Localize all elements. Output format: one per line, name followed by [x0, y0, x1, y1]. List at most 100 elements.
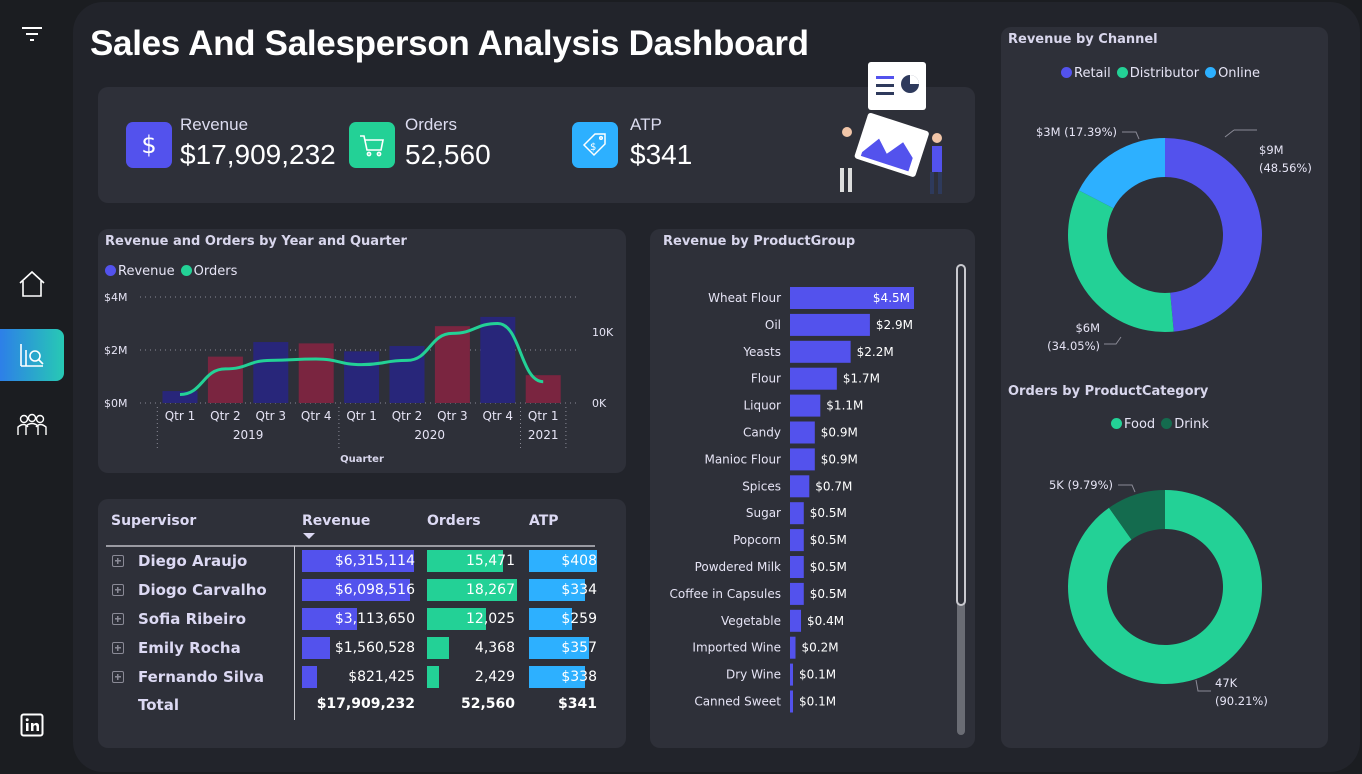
revenue-bar [253, 342, 289, 403]
legend-item-food[interactable]: Food [1111, 417, 1155, 432]
legend-item-online[interactable]: Online [1205, 66, 1260, 81]
atp-databar [529, 550, 597, 572]
leader-line [1195, 679, 1211, 692]
product-bar [790, 313, 870, 336]
category-label: Oil [765, 318, 781, 332]
combo-chart: $0M $2M $4M 0K 10K Qtr 1 Qtr 2 Qtr 3 Qtr 4 Qtr 1 Q… [104, 291, 614, 465]
expand-icon[interactable] [112, 584, 124, 596]
column-header-orders[interactable]: Orders [427, 513, 481, 529]
slice-label: 5K (9.79%) [1049, 478, 1113, 492]
orders-databar [427, 608, 487, 630]
year-label: 2021 [528, 428, 559, 442]
y-tick-label: $4M [104, 291, 128, 304]
home-icon[interactable] [0, 268, 64, 300]
scrollbar-thumb[interactable] [956, 264, 966, 606]
atp-databar [529, 579, 585, 601]
expand-icon[interactable] [112, 642, 124, 654]
product-bar [790, 609, 802, 632]
expand-icon[interactable] [112, 555, 124, 567]
total-atp: $341 [558, 696, 597, 712]
kpi-value: $17,909,232 [180, 139, 336, 170]
donut-slice-food [1068, 490, 1262, 684]
data-label: $0.9M [821, 452, 858, 466]
product-bar [790, 636, 796, 659]
supervisor-name: Emily Rocha [138, 639, 241, 657]
product-group-card: Revenue by ProductGroup Wheat Flour $4.5M… [650, 229, 975, 748]
product-bar [790, 529, 804, 552]
y-tick-label: $0M [104, 397, 128, 410]
kpi-label: Orders [405, 115, 457, 134]
data-label: $0.9M [821, 426, 858, 440]
slice-label: (90.21%) [1215, 694, 1268, 708]
data-label: $0.1M [799, 668, 836, 682]
legend-dot [105, 265, 116, 276]
atp-databar [529, 637, 589, 659]
legend-label: Revenue [118, 264, 175, 279]
kpi-value: 52,560 [405, 139, 491, 170]
donut-slice-online [1078, 138, 1165, 209]
expand-icon[interactable] [112, 671, 124, 683]
leader-line [1104, 336, 1122, 345]
kpi-value: $341 [630, 139, 693, 170]
chart-legend: Revenue Orders [105, 264, 237, 279]
analytics-icon[interactable] [0, 329, 64, 381]
column-header-revenue[interactable]: Revenue [302, 513, 371, 529]
svg-text:$: $ [590, 142, 596, 153]
donut-slice-retail [1165, 138, 1262, 332]
revenue-cell: $821,425 [348, 669, 415, 685]
supervisor-name: Diego Araujo [138, 552, 248, 570]
column-header-atp[interactable]: ATP [529, 513, 559, 529]
revenue-databar [302, 608, 358, 630]
x-tick-label: Qtr 1 [165, 409, 196, 423]
filter-icon[interactable] [0, 22, 64, 46]
category-label: Spices [742, 479, 781, 493]
legend-item-distributor[interactable]: Distributor [1116, 66, 1200, 81]
legend-item-retail[interactable]: Retail [1061, 66, 1111, 81]
presentation-illustration [840, 62, 942, 194]
orders-databar [427, 579, 517, 601]
supervisor-table: Supervisor Revenue Orders ATP Diego Araujo $6… [98, 499, 626, 748]
orders-cell: 2,429 [474, 669, 515, 685]
product-bar [790, 448, 815, 471]
linkedin-icon[interactable] [0, 712, 64, 738]
revenue-databar [302, 666, 317, 688]
expand-icon[interactable] [112, 613, 124, 625]
y2-tick-label: 0K [592, 397, 607, 410]
people-icon[interactable] [0, 410, 64, 440]
x-tick-label: Qtr 2 [392, 409, 423, 423]
data-label: $0.5M [810, 506, 847, 520]
revenue-bar [162, 391, 198, 403]
product-bar-chart: Wheat Flour $4.5M Oil $2.9M Yeasts $2.2M Flour… [670, 287, 914, 713]
column-header-supervisor[interactable]: Supervisor [111, 513, 197, 529]
legend-label: Distributor [1129, 66, 1200, 81]
kpi-label: Revenue [180, 115, 249, 134]
slice-label: 47K [1215, 676, 1238, 690]
category-label: Canned Sweet [694, 695, 781, 709]
product-bar [790, 394, 821, 417]
category-label: Flour [751, 372, 781, 386]
revenue-databar [302, 550, 414, 572]
revenue-bar [298, 343, 334, 403]
x-tick-label: Qtr 3 [256, 409, 287, 423]
legend-label: Orders [193, 264, 238, 279]
donut-charts: $9M (48.56%) $6M (34.05%) $3M (17.39%) 47K (90… [1036, 125, 1312, 708]
legend-item-revenue[interactable]: Revenue [105, 264, 175, 279]
kpi-card: $ Revenue $17,909,232 Orders 52,560 $ AT… [98, 62, 975, 203]
page-title: Sales And Salesperson Analysis Dashboard [90, 24, 809, 63]
revenue-cell: $6,315,114 [334, 553, 415, 569]
revenue-databar [302, 579, 411, 601]
product-bar [790, 475, 810, 498]
orders-databar [427, 666, 439, 688]
slice-label: $6M [1075, 321, 1100, 335]
category-label: Imported Wine [692, 641, 781, 655]
category-label: Liquor [743, 399, 781, 413]
legend-item-drink[interactable]: Drink [1161, 417, 1209, 432]
chart-title: Revenue by Channel [1008, 32, 1158, 47]
sort-desc-icon[interactable] [303, 533, 315, 539]
product-bar [790, 367, 837, 390]
slice-label: (48.56%) [1259, 161, 1312, 175]
legend-label: Retail [1074, 66, 1111, 81]
legend-item-orders[interactable]: Orders [180, 264, 238, 279]
supervisor-name: Sofia Ribeiro [138, 610, 247, 628]
data-label: $4.5M [873, 291, 910, 305]
